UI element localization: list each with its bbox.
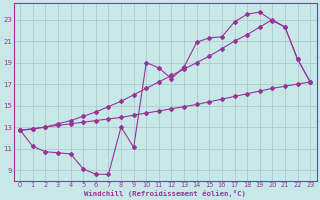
X-axis label: Windchill (Refroidissement éolien,°C): Windchill (Refroidissement éolien,°C) <box>84 190 246 197</box>
